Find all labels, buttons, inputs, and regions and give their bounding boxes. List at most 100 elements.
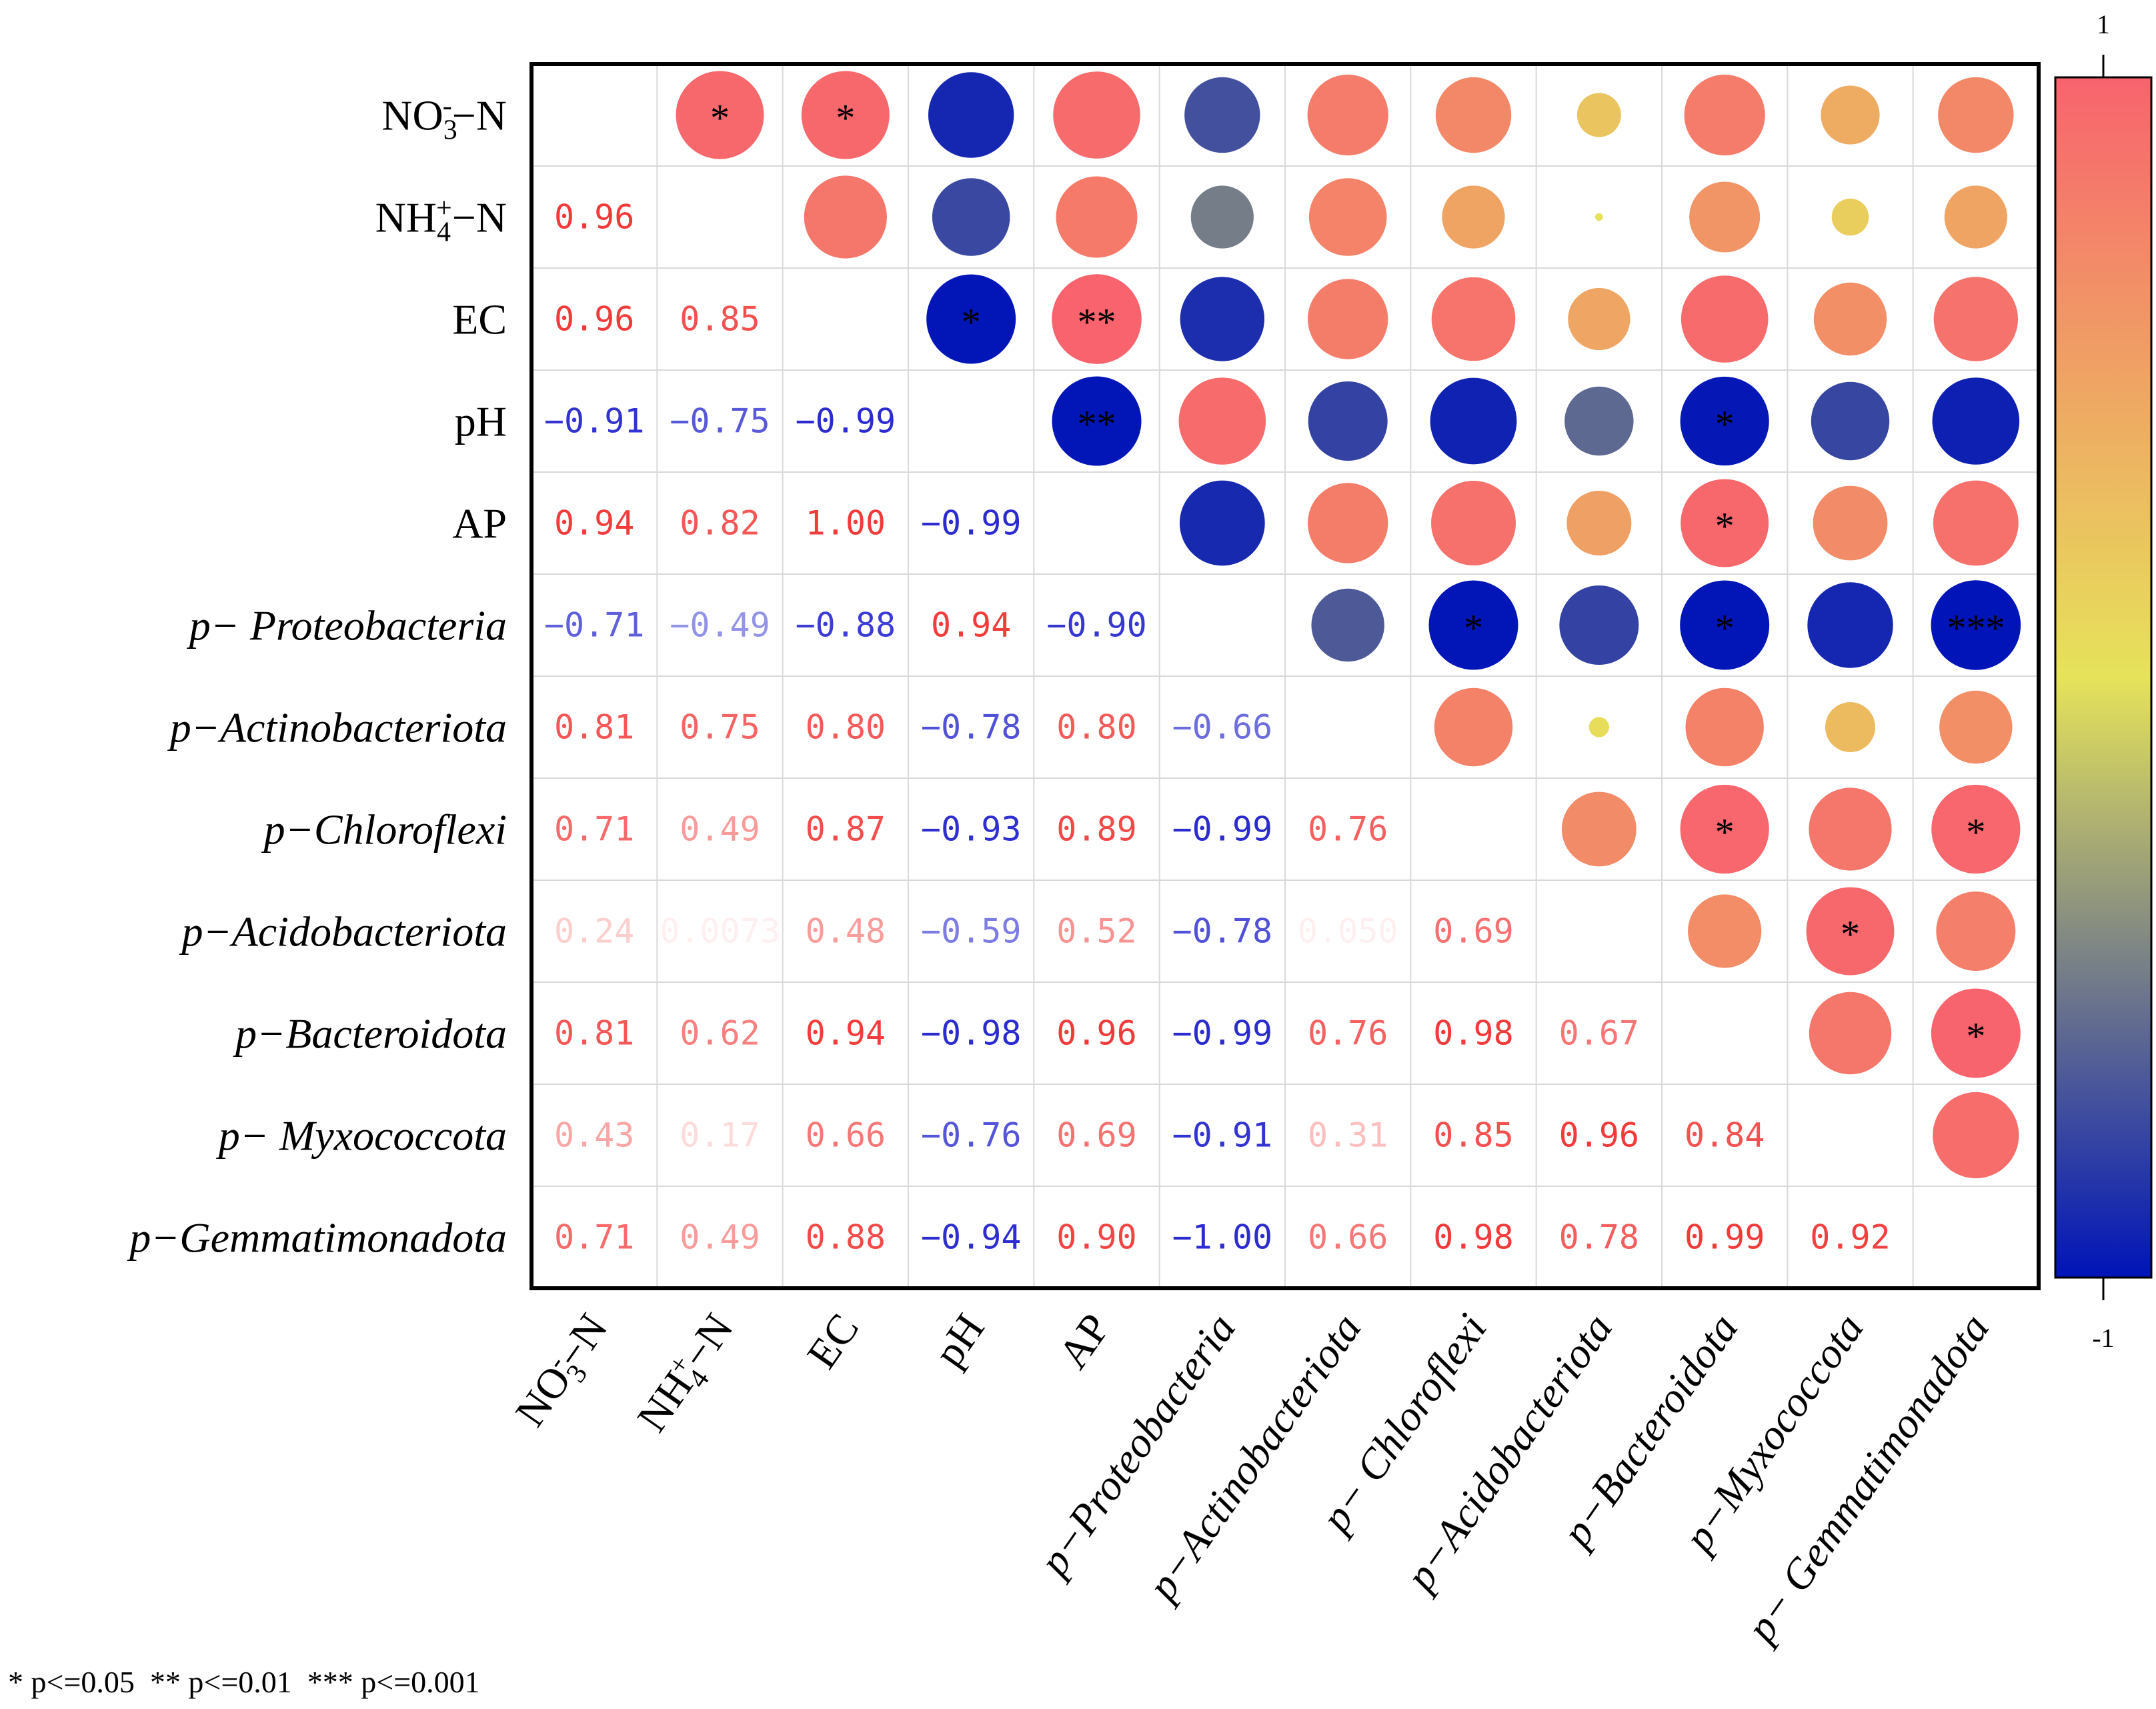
corr-value-p-Actinobacteriota-AP: 0.80 bbox=[1056, 708, 1136, 747]
corr-value-p-Bacteroidota-p-Proteobacteria: −0.99 bbox=[1172, 1014, 1273, 1053]
corr-value-p-Gemmatimonadota-pH: −0.94 bbox=[921, 1218, 1022, 1257]
corr-circle-p-Actinobacteriota-p-Acidobacteriota bbox=[1588, 717, 1609, 737]
corr-circle-AP-p-Proteobacteria bbox=[1179, 480, 1265, 566]
corr-circle-pH-p-Gemmatimonadota bbox=[1932, 377, 2020, 465]
corr-value-p-Acidobacteriota-NH4: 0.0073 bbox=[660, 912, 780, 951]
significance-mark: ** bbox=[1078, 403, 1116, 446]
corr-circle-EC-p-Chloroflexi bbox=[1431, 277, 1516, 361]
corr-circle-NH4-p-Proteobacteria bbox=[1190, 185, 1254, 249]
corr-value-p-Bacteroidota-pH: −0.98 bbox=[921, 1014, 1022, 1053]
corr-value-p-Chloroflexi-EC: 0.87 bbox=[806, 810, 886, 849]
corr-value-p-Chloroflexi-NO3: 0.71 bbox=[554, 810, 634, 849]
corr-circle-p-Actinobacteriota-p-Gemmatimonadota bbox=[1939, 690, 2013, 764]
corr-circle-p-Chloroflexi-p-Acidobacteriota bbox=[1561, 791, 1637, 867]
significance-mark: ** bbox=[1078, 301, 1116, 344]
corr-value-p-Chloroflexi-NH4: 0.49 bbox=[680, 810, 760, 849]
corr-value-p-Actinobacteriota-NH4: 0.75 bbox=[680, 708, 760, 747]
corr-value-pH-EC: −0.99 bbox=[796, 402, 896, 441]
corr-value-p-Myxococcota-p-Proteobacteria: −0.91 bbox=[1172, 1116, 1273, 1155]
corr-circle-p-Proteobacteria-p-Chloroflexi bbox=[1428, 580, 1518, 670]
corr-value-p-Bacteroidota-NO3: 0.81 bbox=[554, 1014, 634, 1053]
corr-circle-p-Proteobacteria-p-Actinobacteriota bbox=[1311, 588, 1384, 662]
corr-value-p-Acidobacteriota-p-Chloroflexi: 0.69 bbox=[1433, 912, 1513, 951]
corr-circle-p-Bacteroidota-p-Myxococcota bbox=[1809, 992, 1892, 1075]
row-label-p-Bacteroidota: p−Bacteroidota bbox=[233, 1010, 507, 1058]
corr-circle-AP-p-Actinobacteriota bbox=[1307, 483, 1388, 563]
corr-value-p-Acidobacteriota-pH: −0.59 bbox=[921, 912, 1022, 951]
corr-circle-NO3-p-Actinobacteriota bbox=[1307, 74, 1388, 156]
corr-circle-NO3-p-Gemmatimonadota bbox=[1938, 77, 2014, 153]
corr-circle-p-Acidobacteriota-p-Myxococcota bbox=[1806, 887, 1895, 976]
corr-circle-p-Chloroflexi-p-Myxococcota bbox=[1809, 787, 1892, 871]
corr-value-p-Acidobacteriota-AP: 0.52 bbox=[1056, 912, 1136, 951]
corr-value-p-Myxococcota-NH4: 0.17 bbox=[680, 1116, 760, 1155]
corr-value-p-Gemmatimonadota-p-Bacteroidota: 0.99 bbox=[1685, 1218, 1765, 1257]
corr-value-p-Bacteroidota-p-Actinobacteriota: 0.76 bbox=[1308, 1014, 1388, 1053]
row-label-p-Acidobacteriota: p−Acidobacteriota bbox=[179, 908, 507, 956]
row-label-AP: AP bbox=[452, 500, 507, 547]
corr-circle-NH4-p-Acidobacteriota bbox=[1595, 213, 1603, 221]
corr-circle-NO3-p-Myxococcota bbox=[1821, 85, 1880, 145]
corr-value-p-Acidobacteriota-EC: 0.48 bbox=[806, 912, 886, 951]
corr-value-p-Chloroflexi-p-Actinobacteriota: 0.76 bbox=[1308, 810, 1388, 849]
corr-circle-p-Proteobacteria-p-Gemmatimonadota bbox=[1931, 580, 2021, 670]
corr-circle-AP-p-Gemmatimonadota bbox=[1933, 480, 2019, 566]
corr-value-p-Gemmatimonadota-p-Actinobacteriota: 0.66 bbox=[1308, 1218, 1388, 1257]
row-label-EC: EC bbox=[452, 296, 507, 343]
corr-circle-AP-p-Bacteroidota bbox=[1681, 479, 1769, 567]
corr-value-p-Actinobacteriota-EC: 0.80 bbox=[806, 708, 886, 747]
corr-circle-NO3-pH bbox=[928, 72, 1014, 158]
corr-value-p-Myxococcota-p-Actinobacteriota: 0.31 bbox=[1308, 1116, 1388, 1155]
corr-circle-p-Proteobacteria-p-Acidobacteriota bbox=[1559, 585, 1639, 665]
corr-circle-NH4-p-Gemmatimonadota bbox=[1944, 185, 2007, 249]
corr-circle-p-Chloroflexi-p-Bacteroidota bbox=[1680, 784, 1769, 874]
corr-circle-p-Actinobacteriota-p-Myxococcota bbox=[1825, 702, 1875, 752]
corr-value-AP-pH: −0.99 bbox=[921, 504, 1022, 543]
corr-value-p-Gemmatimonadota-NO3: 0.71 bbox=[554, 1218, 634, 1257]
corr-circle-NH4-p-Chloroflexi bbox=[1442, 185, 1505, 249]
corr-value-p-Proteobacteria-EC: −0.88 bbox=[796, 606, 896, 645]
corr-circle-EC-p-Bacteroidota bbox=[1681, 275, 1769, 363]
corr-circle-EC-p-Acidobacteriota bbox=[1568, 287, 1631, 351]
corr-value-p-Actinobacteriota-NO3: 0.81 bbox=[554, 708, 634, 747]
row-label-p-Chloroflexi: p−Chloroflexi bbox=[261, 806, 507, 853]
corr-value-p-Chloroflexi-pH: −0.93 bbox=[921, 810, 1022, 849]
corr-value-p-Myxococcota-EC: 0.66 bbox=[806, 1116, 886, 1155]
corr-circle-pH-p-Chloroflexi bbox=[1430, 377, 1517, 465]
corr-circle-pH-AP bbox=[1052, 376, 1142, 466]
corr-circle-pH-p-Acidobacteriota bbox=[1564, 386, 1634, 456]
corr-circle-p-Proteobacteria-p-Myxococcota bbox=[1807, 582, 1893, 668]
colorbar: 1 -1 bbox=[2054, 9, 2153, 1353]
significance-mark: * bbox=[836, 97, 855, 140]
colorbar-gradient bbox=[2054, 76, 2153, 1279]
corr-value-p-Actinobacteriota-pH: −0.78 bbox=[921, 708, 1022, 747]
corr-value-p-Bacteroidota-p-Chloroflexi: 0.98 bbox=[1433, 1014, 1513, 1053]
corr-circle-NO3-NH4 bbox=[676, 71, 764, 159]
corr-circle-NO3-p-Bacteroidota bbox=[1684, 74, 1765, 156]
significance-mark: * bbox=[1715, 403, 1735, 446]
corr-value-pH-NO3: −0.91 bbox=[544, 402, 645, 441]
corr-value-p-Myxococcota-AP: 0.69 bbox=[1056, 1116, 1136, 1155]
corr-value-pH-NH4: −0.75 bbox=[670, 402, 770, 441]
corr-value-p-Proteobacteria-pH: 0.94 bbox=[931, 606, 1011, 645]
corr-circle-p-Bacteroidota-p-Gemmatimonadota bbox=[1931, 988, 2021, 1078]
row-label-pH: pH bbox=[455, 398, 507, 445]
corr-circle-EC-p-Actinobacteriota bbox=[1307, 279, 1388, 359]
corr-value-p-Gemmatimonadota-EC: 0.88 bbox=[806, 1218, 886, 1257]
corr-value-p-Gemmatimonadota-p-Acidobacteriota: 0.78 bbox=[1559, 1218, 1639, 1257]
corr-value-p-Acidobacteriota-p-Proteobacteria: −0.78 bbox=[1172, 912, 1273, 951]
grid-layer bbox=[531, 64, 2039, 1288]
corr-circle-NO3-p-Proteobacteria bbox=[1184, 77, 1260, 153]
corr-circle-NO3-AP bbox=[1053, 71, 1140, 159]
corr-circle-AP-p-Acidobacteriota bbox=[1566, 491, 1632, 555]
corr-value-p-Actinobacteriota-p-Proteobacteria: −0.66 bbox=[1172, 708, 1273, 747]
corr-circle-p-Myxococcota-p-Gemmatimonadota bbox=[1933, 1092, 2019, 1179]
cell-layer: 0.960.96 0.85−0.91 −0.75 −0.990.94 0.82 1.00−… bbox=[544, 71, 2021, 1257]
corr-circle-EC-AP bbox=[1052, 274, 1142, 364]
row-label-p-Myxococcota: p− Myxococcota bbox=[216, 1112, 507, 1160]
significance-legend: * p<=0.05 ** p<=0.01 *** p<=0.001 bbox=[8, 1665, 480, 1699]
corr-value-p-Proteobacteria-AP: −0.90 bbox=[1046, 606, 1147, 645]
matrix-frame bbox=[529, 62, 2041, 1290]
row-label-NO3: NO3-−N bbox=[381, 91, 507, 146]
